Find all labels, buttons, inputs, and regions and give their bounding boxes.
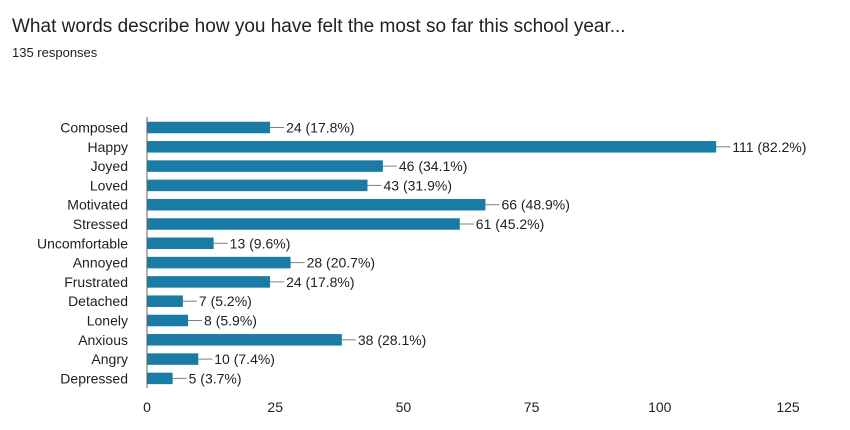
category-label: Lonely xyxy=(87,313,128,329)
category-label: Stressed xyxy=(73,216,128,232)
bar xyxy=(147,314,189,327)
bar xyxy=(147,276,271,288)
response-count: 135 responses xyxy=(12,45,98,60)
data-label: 24 (17.8%) xyxy=(286,120,354,136)
bar xyxy=(147,141,717,153)
data-label: 38 (28.1%) xyxy=(358,332,426,348)
data-label: 7 (5.2%) xyxy=(199,293,252,309)
chart-title: What words describe how you have felt th… xyxy=(12,16,626,37)
bar xyxy=(147,160,383,172)
bar xyxy=(147,372,173,385)
category-label: Annoyed xyxy=(73,255,128,271)
category-label: Joyed xyxy=(91,158,128,174)
category-label: Angry xyxy=(91,351,128,367)
data-label: 43 (31.9%) xyxy=(384,177,452,193)
data-label: 28 (20.7%) xyxy=(307,255,375,271)
category-label: Depressed xyxy=(60,370,128,386)
category-label: Frustrated xyxy=(64,274,128,290)
category-label: Detached xyxy=(68,293,128,309)
bar xyxy=(147,179,368,192)
data-label: 46 (34.1%) xyxy=(399,158,467,174)
x-tick-label: 25 xyxy=(267,399,283,415)
x-tick-label: 100 xyxy=(648,399,672,415)
data-label: 5 (3.7%) xyxy=(189,370,242,386)
bar xyxy=(147,237,214,250)
category-label: Happy xyxy=(88,139,128,155)
category-label: Motivated xyxy=(67,197,128,213)
bar xyxy=(147,353,199,365)
data-label: 13 (9.6%) xyxy=(230,235,291,251)
x-tick-label: 125 xyxy=(776,399,800,415)
category-label: Loved xyxy=(90,177,128,193)
data-label: 24 (17.8%) xyxy=(286,274,354,290)
data-label: 111 (82.2%) xyxy=(732,139,806,155)
x-tick-label: 50 xyxy=(396,399,412,415)
chart-header: What words describe how you have felt th… xyxy=(12,0,626,62)
bar xyxy=(147,295,183,307)
category-label: Uncomfortable xyxy=(37,235,128,251)
bar xyxy=(147,256,291,269)
x-tick-label: 75 xyxy=(524,399,540,415)
bar xyxy=(147,218,460,230)
bar xyxy=(147,121,271,134)
x-tick-label: 0 xyxy=(143,399,151,415)
category-label: Anxious xyxy=(78,332,128,348)
category-label: Composed xyxy=(60,120,128,136)
bar xyxy=(147,334,342,346)
data-label: 10 (7.4%) xyxy=(214,351,275,367)
data-label: 61 (45.2%) xyxy=(476,216,544,232)
bar xyxy=(147,198,486,211)
data-label: 66 (48.9%) xyxy=(501,197,569,213)
data-label: 8 (5.9%) xyxy=(204,313,257,329)
